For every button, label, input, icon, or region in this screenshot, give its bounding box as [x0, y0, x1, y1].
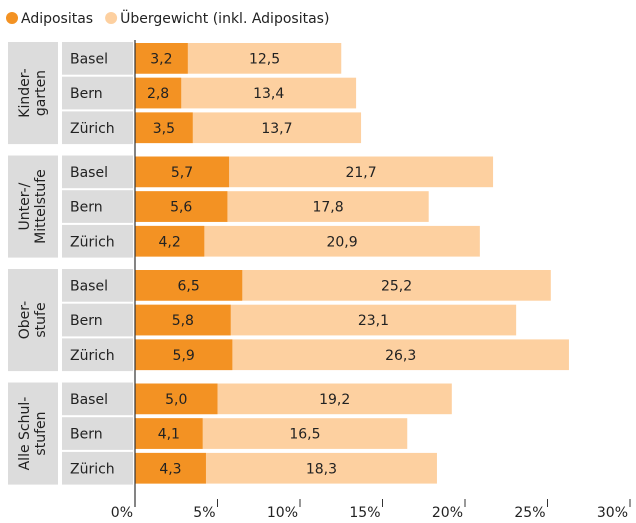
value-label: 2,8 — [147, 86, 169, 102]
value-label: 4,3 — [159, 461, 181, 477]
x-tick-label: 5% — [193, 505, 215, 521]
value-label: 5,7 — [171, 165, 193, 181]
x-tick-label: 25% — [514, 505, 545, 521]
category-box — [62, 155, 133, 189]
category-label: Zürich — [70, 348, 115, 364]
group-label-line: Alle Schul- — [17, 397, 33, 471]
group-label-line: Kinder- — [17, 68, 33, 117]
bar — [135, 339, 233, 371]
value-label: 21,7 — [345, 165, 376, 181]
category-label: Zürich — [70, 234, 115, 250]
group-label-box — [8, 269, 58, 372]
group-label: Kinder-garten — [17, 68, 49, 117]
bar — [135, 156, 230, 188]
value-label: 17,8 — [312, 200, 343, 216]
group-label-line: stufe — [33, 302, 49, 337]
bar — [135, 418, 203, 449]
category-box — [62, 76, 133, 110]
category-box — [62, 190, 133, 223]
group-label-box — [8, 42, 58, 145]
category-box — [62, 224, 133, 258]
x-tick-label: 10% — [267, 505, 298, 521]
value-label: 3,2 — [150, 51, 172, 67]
group-label: Alle Schul-stufen — [17, 397, 49, 471]
value-label: 5,0 — [165, 392, 187, 408]
bar — [135, 452, 206, 484]
category-box — [62, 451, 133, 485]
category-box — [62, 417, 133, 450]
bar — [135, 270, 243, 301]
value-label: 4,1 — [158, 427, 180, 443]
bar — [135, 225, 205, 257]
value-label: 5,6 — [170, 200, 192, 216]
x-tick-label: 20% — [432, 505, 463, 521]
category-label: Basel — [70, 278, 108, 294]
value-label: 20,9 — [326, 234, 357, 250]
group-label-line: Mittelstufe — [33, 169, 49, 244]
bar — [135, 191, 228, 222]
group-label-box — [8, 155, 58, 258]
value-label: 4,2 — [159, 234, 181, 250]
category-label: Bern — [70, 86, 103, 102]
value-label: 25,2 — [381, 278, 412, 294]
value-label: 18,3 — [306, 461, 337, 477]
category-box — [62, 269, 133, 302]
value-label: 13,7 — [261, 121, 292, 137]
legend-marker — [105, 12, 118, 24]
value-label: 6,5 — [177, 278, 199, 294]
value-label: 16,5 — [289, 427, 320, 443]
value-label: 5,9 — [173, 348, 195, 364]
bar — [135, 383, 218, 415]
value-label: 12,5 — [249, 51, 280, 67]
category-label: Basel — [70, 392, 108, 408]
category-label: Zürich — [70, 461, 115, 477]
value-label: 19,2 — [319, 392, 350, 408]
category-box — [62, 382, 133, 416]
bar — [135, 112, 193, 144]
value-label: 13,4 — [253, 86, 284, 102]
bar — [135, 304, 231, 336]
legend-label: Übergewicht (inkl. Adipositas) — [120, 9, 329, 27]
group-label-line: Unter-/ — [17, 182, 33, 230]
group-label: Unter-/Mittelstufe — [17, 169, 49, 244]
x-tick-label: 30% — [597, 505, 628, 521]
legend-marker — [6, 12, 18, 24]
category-label: Bern — [70, 313, 103, 329]
group-label-line: garten — [33, 70, 49, 116]
x-tick-label: 0% — [111, 505, 133, 521]
category-box — [62, 303, 133, 337]
category-label: Bern — [70, 200, 103, 216]
group-label-box — [8, 382, 58, 485]
value-label: 26,3 — [385, 348, 416, 364]
group-label-line: stufen — [33, 412, 49, 456]
group-label: Ober-stufe — [17, 301, 49, 339]
value-label: 5,8 — [172, 313, 194, 329]
category-label: Basel — [70, 51, 108, 67]
bar — [135, 77, 182, 109]
value-label: 3,5 — [153, 121, 175, 137]
category-box — [62, 42, 133, 75]
bar — [135, 43, 188, 74]
category-box — [62, 111, 133, 145]
category-label: Zürich — [70, 121, 115, 137]
category-box — [62, 338, 133, 372]
value-label: 23,1 — [358, 313, 389, 329]
x-tick-label: 15% — [349, 505, 380, 521]
category-label: Bern — [70, 427, 103, 443]
group-label-line: Ober- — [17, 301, 33, 339]
category-label: Basel — [70, 165, 108, 181]
legend-label: Adipositas — [21, 11, 93, 27]
